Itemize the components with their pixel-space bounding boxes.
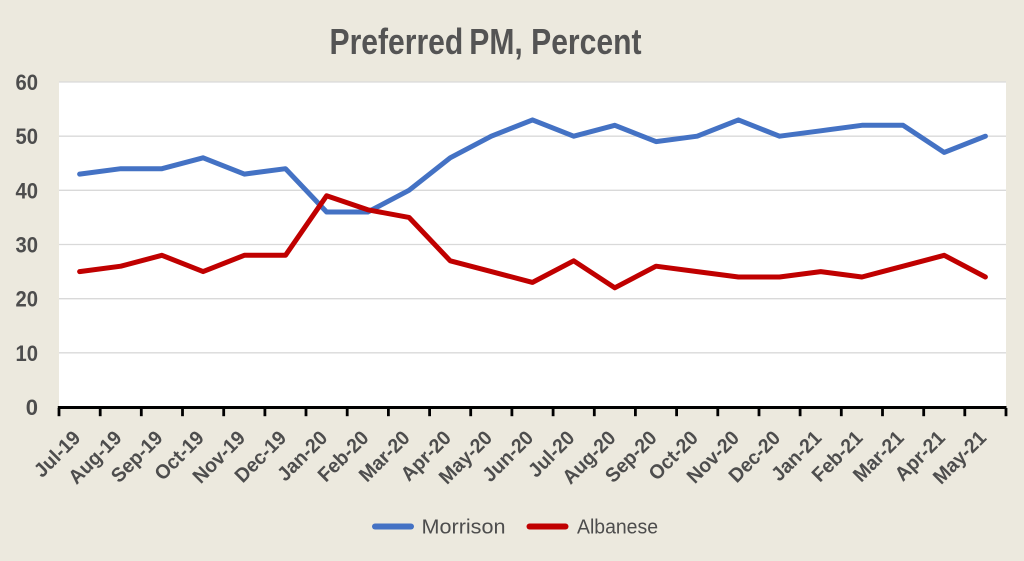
svg-text:0: 0 bbox=[26, 395, 38, 420]
svg-text:10: 10 bbox=[16, 341, 39, 366]
svg-text:30: 30 bbox=[16, 233, 39, 258]
svg-text:20: 20 bbox=[16, 287, 39, 312]
svg-text:50: 50 bbox=[16, 124, 39, 149]
svg-text:Albanese: Albanese bbox=[577, 517, 658, 539]
svg-text:Morrison: Morrison bbox=[422, 517, 506, 539]
svg-text:40: 40 bbox=[16, 178, 39, 203]
svg-text:60: 60 bbox=[16, 70, 39, 95]
svg-text:Preferred PM, Percent: Preferred PM, Percent bbox=[330, 21, 642, 62]
